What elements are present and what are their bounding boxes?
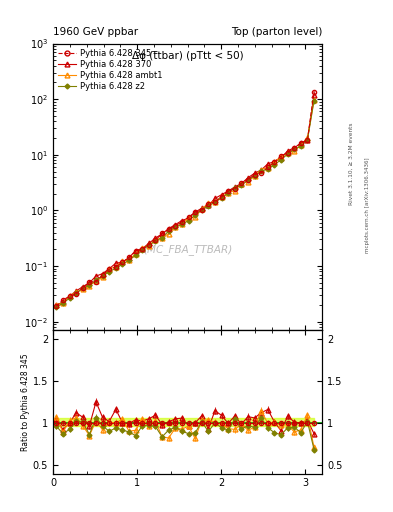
Text: Top (parton level): Top (parton level) — [231, 27, 322, 37]
Legend: Pythia 6.428 345, Pythia 6.428 370, Pythia 6.428 ambt1, Pythia 6.428 z2: Pythia 6.428 345, Pythia 6.428 370, Pyth… — [56, 47, 164, 93]
Text: 1960 GeV ppbar: 1960 GeV ppbar — [53, 27, 138, 37]
Text: mcplots.cern.ch [arXiv:1306.3436]: mcplots.cern.ch [arXiv:1306.3436] — [365, 157, 370, 252]
Text: (MC_FBA_TTBAR): (MC_FBA_TTBAR) — [143, 245, 232, 255]
Text: Δφ (t̅tbar) (pTtt < 50): Δφ (t̅tbar) (pTtt < 50) — [132, 51, 244, 61]
Text: Rivet 3.1.10, ≥ 3.2M events: Rivet 3.1.10, ≥ 3.2M events — [349, 122, 354, 205]
Y-axis label: Ratio to Pythia 6.428 345: Ratio to Pythia 6.428 345 — [21, 353, 30, 451]
